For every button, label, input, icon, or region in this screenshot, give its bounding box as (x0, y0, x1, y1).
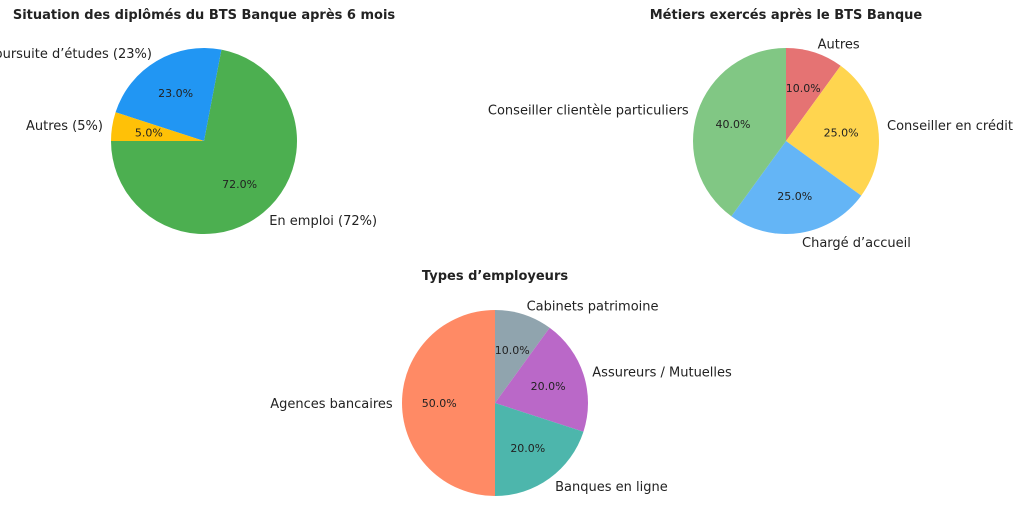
pct-label-metiers-conseiller-en-credit: 25.0% (824, 126, 859, 139)
slice-situation-en-emploi-72 (111, 49, 298, 235)
slice-label-situation-en-emploi-72: En emploi (72%) (269, 214, 377, 229)
slice-employeurs-cabinets-patrimoine (495, 310, 550, 403)
slice-metiers-conseiller-clientele-particuliers (693, 48, 786, 217)
pct-label-metiers-charge-d-accueil: 25.0% (777, 190, 812, 203)
slice-label-employeurs-agences-bancaires: Agences bancaires (270, 397, 393, 412)
slice-metiers-charge-d-accueil (731, 141, 862, 234)
slice-employeurs-banques-en-ligne (495, 403, 584, 496)
chart3-title: Types d’employeurs (422, 269, 568, 284)
slice-label-metiers-autres: Autres (818, 38, 860, 53)
pct-label-situation-autres-5: 5.0% (135, 126, 163, 139)
slice-label-employeurs-banques-en-ligne: Banques en ligne (555, 480, 668, 495)
pct-label-employeurs-agences-bancaires: 50.0% (422, 397, 457, 410)
slice-situation-poursuite-d-etudes-23 (115, 47, 222, 141)
slice-label-situation-autres-5: Autres (5%) (26, 119, 103, 134)
slice-label-situation-poursuite-d-etudes-23: Poursuite d’études (23%) (0, 47, 152, 62)
pie-chart-situation: 72.0% En emploi (72%) 23.0% Poursuite d’étu… (0, 47, 377, 235)
slice-employeurs-assureurs-mutuelles (495, 327, 588, 432)
slice-metiers-autres (786, 48, 841, 141)
pct-label-situation-en-emploi-72: 72.0% (222, 178, 257, 191)
pct-label-metiers-autres: 10.0% (786, 82, 821, 95)
pie-chart-employeurs: 10.0% Cabinets patrimoine 20.0% Assureurs /… (270, 300, 732, 496)
chart2-title: Métiers exercés après le BTS Banque (650, 8, 923, 23)
pct-label-employeurs-cabinets-patrimoine: 10.0% (495, 344, 530, 357)
chart1-title: Situation des diplômés du BTS Banque apr… (13, 8, 396, 23)
slice-label-employeurs-assureurs-mutuelles: Assureurs / Mutuelles (592, 365, 732, 380)
slice-label-employeurs-cabinets-patrimoine: Cabinets patrimoine (527, 300, 659, 315)
pct-label-metiers-conseiller-clientele-particuliers: 40.0% (715, 118, 750, 131)
slice-employeurs-agences-bancaires (402, 310, 495, 496)
slice-label-metiers-charge-d-accueil: Chargé d’accueil (802, 236, 911, 251)
slice-label-metiers-conseiller-en-credit: Conseiller en crédit (887, 119, 1013, 134)
slice-label-metiers-conseiller-clientele-particuliers: Conseiller clientèle particuliers (488, 103, 689, 118)
pct-label-employeurs-banques-en-ligne: 20.0% (510, 442, 545, 455)
slice-situation-autres-5 (111, 112, 204, 141)
pct-label-situation-poursuite-d-etudes-23: 23.0% (158, 87, 193, 100)
pct-label-employeurs-assureurs-mutuelles: 20.0% (531, 380, 566, 393)
pie-chart-metiers: 10.0% Autres 25.0% Conseiller en crédit 25.0… (488, 38, 1013, 251)
slice-metiers-conseiller-en-credit (786, 65, 879, 196)
